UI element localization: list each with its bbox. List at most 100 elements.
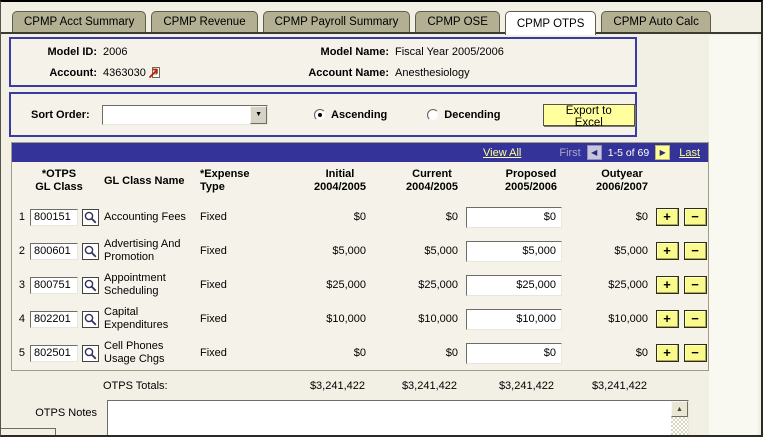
ascending-radio[interactable] bbox=[314, 108, 327, 121]
export-to-excel-button[interactable]: Export to Excel bbox=[542, 103, 635, 129]
scroll-up-icon[interactable]: ▲ bbox=[671, 401, 688, 417]
gl-class-input[interactable] bbox=[30, 242, 78, 260]
account-name-label: Account Name: bbox=[308, 66, 389, 79]
gl-class-input[interactable] bbox=[30, 344, 78, 362]
totals-row: OTPS Totals: $3,241,422 $3,241,422 $3,24… bbox=[11, 376, 709, 396]
gl-class-input[interactable] bbox=[30, 276, 78, 294]
add-row-button[interactable]: + bbox=[655, 242, 679, 260]
proposed-input[interactable] bbox=[466, 240, 562, 262]
ascending-label: Ascending bbox=[331, 108, 388, 121]
tab-cpmp-revenue[interactable]: CPMP Revenue bbox=[151, 11, 258, 32]
current-value: $5,000 bbox=[424, 245, 458, 257]
gl-class-name: Cell Phones Usage Chgs bbox=[104, 340, 165, 365]
lookup-magnifier-button[interactable] bbox=[82, 208, 99, 226]
expense-type: Fixed bbox=[200, 245, 227, 257]
outyear-value: $25,000 bbox=[608, 279, 648, 291]
otps-notes-textarea[interactable]: ▲ bbox=[107, 400, 689, 435]
totals-proposed: $3,241,422 bbox=[498, 380, 554, 392]
row-range-text: 1-5 of 69 bbox=[607, 146, 650, 159]
account-value-wrap: 4363030 bbox=[103, 66, 299, 79]
gl-class-input[interactable] bbox=[30, 208, 78, 226]
page-background-strip bbox=[709, 35, 758, 435]
account-transfer-icon[interactable] bbox=[148, 66, 161, 79]
last-link[interactable]: Last bbox=[679, 146, 700, 159]
tabstrip-divider bbox=[1, 32, 761, 34]
totals-initial: $3,241,422 bbox=[309, 380, 365, 392]
add-row-button[interactable]: + bbox=[655, 208, 679, 226]
model-name-label: Model Name: bbox=[320, 45, 389, 58]
row-number: 5 bbox=[18, 347, 25, 359]
proposed-input[interactable] bbox=[466, 206, 562, 228]
row-number: 4 bbox=[18, 313, 25, 325]
row-number: 2 bbox=[18, 245, 25, 257]
delete-row-button[interactable]: − bbox=[683, 310, 707, 328]
current-value: $0 bbox=[445, 347, 458, 359]
lookup-magnifier-button[interactable] bbox=[82, 310, 99, 328]
initial-value: $0 bbox=[353, 211, 366, 223]
expense-type: Fixed bbox=[200, 347, 227, 359]
tab-cpmp-ose[interactable]: CPMP OSE bbox=[415, 11, 500, 32]
view-all-link[interactable]: View All bbox=[483, 146, 522, 159]
current-value: $0 bbox=[445, 211, 458, 223]
otps-notes-section: OTPS Notes ▲ bbox=[11, 400, 709, 435]
grid-header-bar: View All First ◀ 1-5 of 69 ▶ Last bbox=[12, 143, 708, 162]
col-header-outyear: Outyear 2006/2007 bbox=[596, 168, 648, 193]
table-row: 5 Cell Phones Usage Chgs Fixed $0 $0 $0 … bbox=[12, 336, 708, 370]
tab-cpmp-auto-calc[interactable]: CPMP Auto Calc bbox=[601, 11, 711, 32]
lookup-magnifier-button[interactable] bbox=[82, 276, 99, 294]
outyear-value: $0 bbox=[635, 347, 648, 359]
current-value: $10,000 bbox=[418, 313, 458, 325]
initial-value: $5,000 bbox=[332, 245, 366, 257]
gl-class-name: Advertising And Promotion bbox=[104, 238, 181, 263]
outyear-value: $0 bbox=[635, 211, 648, 223]
expense-type: Fixed bbox=[200, 211, 227, 223]
gl-class-input[interactable] bbox=[30, 310, 78, 328]
delete-row-button[interactable]: − bbox=[683, 242, 707, 260]
proposed-input[interactable] bbox=[466, 342, 562, 364]
delete-row-button[interactable]: − bbox=[683, 208, 707, 226]
ascending-option: Ascending bbox=[314, 108, 388, 121]
add-row-button[interactable]: + bbox=[655, 276, 679, 294]
proposed-input[interactable] bbox=[466, 274, 562, 296]
col-header-expense-type: *Expense Type bbox=[200, 168, 250, 193]
sort-order-dropdown[interactable]: ▼ bbox=[102, 104, 269, 125]
tab-cpmp-otps[interactable]: CPMP OTPS bbox=[504, 11, 597, 35]
add-row-button[interactable]: + bbox=[655, 310, 679, 328]
sort-order-value bbox=[103, 106, 250, 124]
lookup-magnifier-button[interactable] bbox=[82, 242, 99, 260]
row-number: 3 bbox=[18, 279, 25, 291]
row-number: 1 bbox=[18, 211, 25, 223]
sort-order-label: Sort Order: bbox=[31, 108, 90, 121]
notes-scrollbar[interactable]: ▲ bbox=[671, 401, 688, 435]
tab-cpmp-acct-summary[interactable]: CPMP Acct Summary bbox=[12, 11, 147, 32]
delete-row-button[interactable]: − bbox=[683, 344, 707, 362]
table-row: 3 Appointment Scheduling Fixed $25,000 $… bbox=[12, 268, 708, 302]
model-id-label: Model ID: bbox=[47, 45, 98, 58]
account-label: Account: bbox=[49, 66, 97, 79]
col-header-gl-class: *OTPS GL Class bbox=[35, 168, 83, 193]
delete-row-button[interactable]: − bbox=[683, 276, 707, 294]
account-name-value: Anesthesiology bbox=[395, 66, 470, 79]
col-header-initial: Initial 2004/2005 bbox=[314, 168, 366, 193]
otps-notes-label: OTPS Notes bbox=[35, 407, 97, 419]
descending-radio[interactable] bbox=[427, 108, 440, 121]
initial-value: $0 bbox=[353, 347, 366, 359]
expense-type: Fixed bbox=[200, 279, 227, 291]
gl-class-name: Capital Expenditures bbox=[104, 306, 169, 331]
table-row: 1 Accounting Fees Fixed $0 $0 $0 + − bbox=[12, 200, 708, 234]
current-value: $25,000 bbox=[418, 279, 458, 291]
proposed-input[interactable] bbox=[466, 308, 562, 330]
prev-page-button[interactable]: ◀ bbox=[586, 145, 602, 160]
sort-order-panel: Sort Order: ▼ Ascending Decending Export… bbox=[9, 92, 637, 137]
column-header-row: *OTPS GL Class GL Class Name *Expense Type… bbox=[12, 162, 708, 200]
add-row-button[interactable]: + bbox=[655, 344, 679, 362]
model-id-value: 2006 bbox=[103, 45, 128, 58]
first-link[interactable]: First bbox=[559, 146, 581, 159]
dropdown-arrow-icon[interactable]: ▼ bbox=[250, 105, 268, 124]
tab-cpmp-payroll-summary[interactable]: CPMP Payroll Summary bbox=[262, 11, 411, 32]
table-row: 4 Capital Expenditures Fixed $10,000 $10… bbox=[12, 302, 708, 336]
next-page-button[interactable]: ▶ bbox=[655, 145, 671, 160]
initial-value: $25,000 bbox=[326, 279, 366, 291]
lookup-magnifier-button[interactable] bbox=[82, 344, 99, 362]
